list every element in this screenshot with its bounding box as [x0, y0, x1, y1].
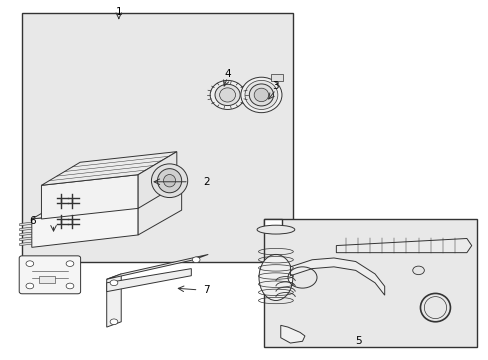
- Polygon shape: [41, 152, 177, 185]
- Bar: [22, 13, 292, 261]
- Circle shape: [192, 257, 200, 262]
- Polygon shape: [106, 255, 208, 279]
- Text: 7: 7: [203, 285, 210, 295]
- Circle shape: [110, 319, 118, 325]
- Ellipse shape: [151, 164, 187, 198]
- Ellipse shape: [215, 84, 240, 105]
- Polygon shape: [138, 182, 181, 235]
- Circle shape: [66, 261, 74, 266]
- Circle shape: [66, 283, 74, 289]
- FancyBboxPatch shape: [19, 256, 81, 294]
- Polygon shape: [20, 232, 32, 236]
- Text: 6: 6: [29, 216, 36, 226]
- Ellipse shape: [254, 88, 268, 102]
- Polygon shape: [41, 175, 138, 219]
- Polygon shape: [32, 182, 181, 219]
- Text: 5: 5: [354, 336, 361, 346]
- Ellipse shape: [241, 77, 282, 113]
- Polygon shape: [20, 222, 32, 226]
- Text: 4: 4: [224, 69, 230, 79]
- Polygon shape: [20, 242, 32, 246]
- Ellipse shape: [157, 168, 181, 193]
- Circle shape: [412, 266, 424, 275]
- Text: 1: 1: [115, 6, 122, 17]
- Circle shape: [26, 283, 34, 289]
- Text: 2: 2: [203, 177, 210, 187]
- Polygon shape: [336, 238, 471, 253]
- Polygon shape: [20, 237, 32, 240]
- Circle shape: [110, 280, 118, 285]
- Bar: [264, 219, 476, 347]
- Circle shape: [26, 261, 34, 266]
- Bar: [39, 276, 55, 283]
- Ellipse shape: [210, 80, 244, 109]
- Ellipse shape: [249, 84, 273, 106]
- Polygon shape: [264, 219, 282, 233]
- Polygon shape: [290, 258, 384, 295]
- Bar: [270, 75, 283, 81]
- Ellipse shape: [219, 88, 235, 102]
- Polygon shape: [106, 269, 191, 292]
- Polygon shape: [106, 274, 121, 327]
- Text: 3: 3: [272, 81, 279, 91]
- Polygon shape: [138, 152, 177, 208]
- Ellipse shape: [257, 225, 294, 234]
- Ellipse shape: [259, 255, 292, 301]
- Polygon shape: [280, 325, 305, 343]
- Polygon shape: [20, 227, 32, 231]
- Ellipse shape: [163, 175, 175, 187]
- Ellipse shape: [244, 80, 277, 109]
- Polygon shape: [32, 207, 138, 247]
